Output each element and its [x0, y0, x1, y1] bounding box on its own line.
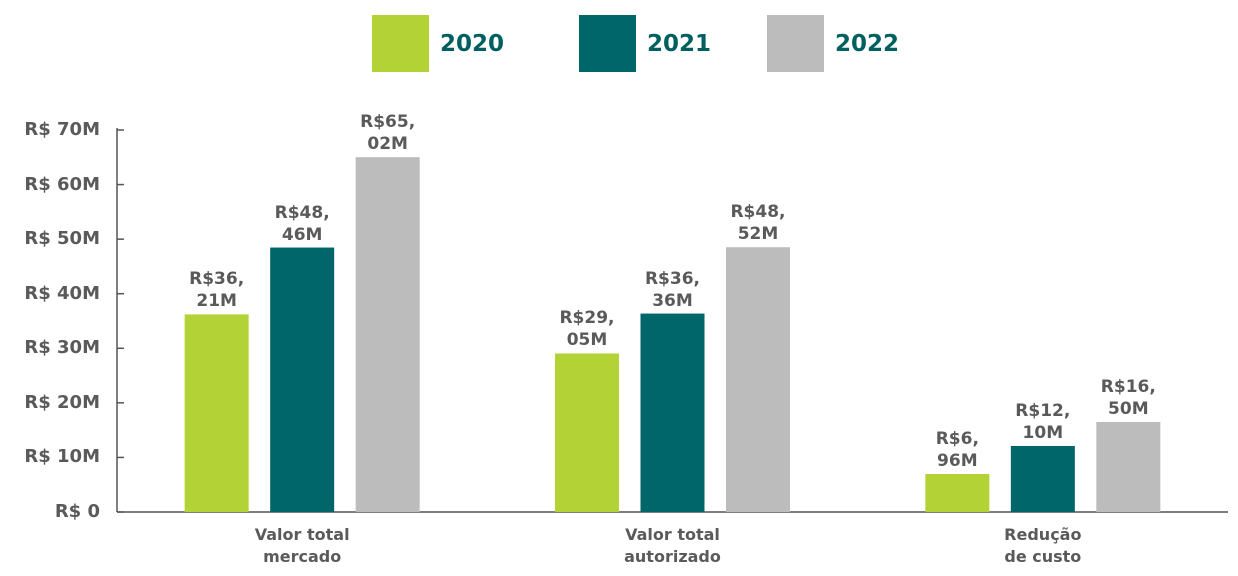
data-label: R$48, 46M — [274, 202, 330, 245]
x-tick-label: Valor total mercado — [254, 525, 350, 566]
legend-swatch — [579, 15, 636, 72]
bar — [1096, 421, 1161, 512]
bar — [925, 474, 990, 512]
bar — [355, 157, 420, 512]
y-tick-label: R$ 10M — [24, 446, 100, 468]
data-label: R$16, 50M — [1100, 376, 1156, 419]
x-tick-label: Valor total autorizado — [624, 525, 721, 566]
y-tick-label: R$ 70M — [24, 119, 100, 140]
bar — [555, 353, 619, 512]
bar — [184, 314, 249, 512]
bar — [726, 247, 790, 512]
legend-label: 2020 — [440, 31, 505, 57]
bar — [270, 247, 335, 512]
legend-swatch — [767, 15, 824, 72]
data-label: R$12, 10M — [1015, 400, 1071, 443]
data-label: R$36, 36M — [644, 268, 701, 311]
legend-label: 2022 — [835, 31, 900, 57]
x-tick-label: Redução de custo — [1004, 525, 1082, 566]
y-tick-label: R$ 0 — [54, 501, 100, 522]
data-label: R$48, 52M — [730, 202, 786, 245]
data-label: R$6, 96M — [935, 429, 979, 472]
legend-label: 2021 — [647, 31, 712, 57]
data-label: R$65, 02M — [360, 112, 416, 155]
y-tick-label: R$ 30M — [24, 337, 100, 359]
y-tick-label: R$ 50M — [24, 228, 100, 250]
data-label: R$36, 21M — [189, 269, 245, 312]
legend-swatch — [372, 15, 429, 72]
bar — [1010, 445, 1075, 512]
data-label: R$29, 05M — [559, 308, 615, 351]
y-tick-label: R$ 40M — [24, 282, 100, 304]
bar — [640, 313, 705, 512]
y-tick-label: R$ 60M — [24, 173, 100, 195]
y-tick-label: R$ 20M — [24, 391, 100, 413]
